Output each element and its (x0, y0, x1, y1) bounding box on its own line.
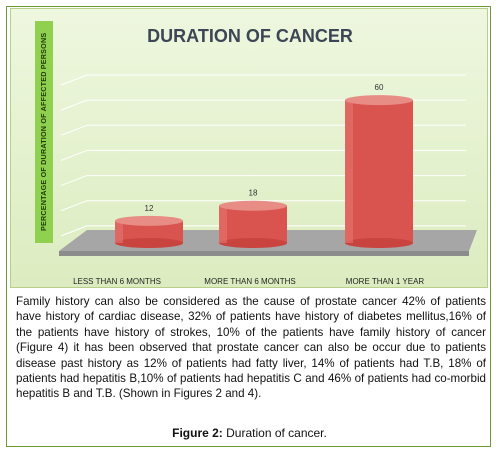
figure-caption: Figure 2: Duration of cancer. (0, 426, 499, 440)
gridline (60, 200, 88, 212)
bar-highlight (345, 100, 353, 244)
bar-top (219, 200, 287, 211)
chart-panel: DURATION OF CANCER 12 18 60 PERCENTAGE OF … (10, 8, 488, 288)
x-tick-label: LESS THAN 6 MONTHS (73, 277, 161, 286)
bar-body (345, 100, 413, 244)
data-label: 18 (249, 189, 258, 198)
body-paragraph: Family history can also be considered as… (16, 295, 486, 401)
bars (115, 95, 413, 248)
bar-top (115, 215, 183, 226)
bar-bottom (345, 238, 413, 248)
gridline (60, 74, 88, 86)
figure-caption-label: Figure 2: (172, 426, 223, 440)
bar-body (219, 205, 287, 243)
bar-top (345, 95, 413, 106)
y-axis-label-box (35, 21, 53, 243)
bar-highlight (115, 220, 123, 243)
figure-caption-text: Duration of cancer. (222, 426, 327, 440)
data-label: 60 (375, 83, 384, 92)
data-label: 12 (145, 204, 154, 213)
bar-bottom (219, 238, 287, 248)
bar-body (115, 220, 183, 243)
gridline (60, 149, 88, 161)
gridline (60, 175, 88, 187)
bar (345, 95, 413, 248)
x-tick-label: MORE THAN 1 YEAR (345, 277, 425, 286)
figure-frame (6, 6, 491, 447)
bar-highlight (219, 205, 227, 243)
gridline (60, 225, 88, 237)
gridline (60, 124, 88, 136)
chart-title: DURATION OF CANCER (147, 26, 353, 46)
gridline (60, 99, 88, 111)
bar-chart: 12 18 60 (59, 74, 477, 256)
bar-bottom (115, 238, 183, 248)
bar (219, 200, 287, 248)
data-labels: 12 18 60 (145, 83, 384, 213)
bar (115, 215, 183, 248)
y-axis-label: PERCENTAGE OF DURATION OF AFFECTED PERSO… (39, 32, 48, 232)
floor-edge (59, 251, 469, 256)
x-tick-label: MORE THAN 6 MONTHS (204, 277, 296, 286)
